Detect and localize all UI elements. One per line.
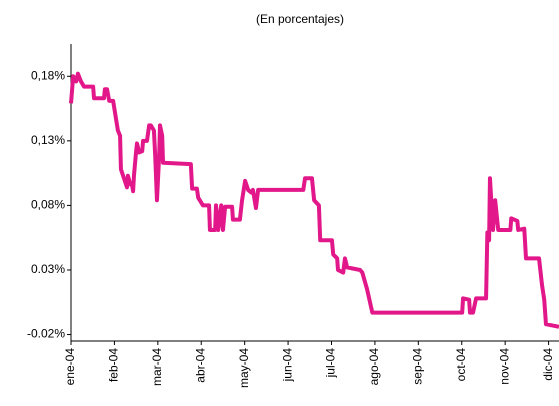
x-tick-label: may-04	[237, 348, 251, 388]
x-tick-label: ago-04	[367, 348, 381, 386]
x-tick-label: mar-04	[150, 348, 164, 386]
x-tick-label: jun-04	[280, 348, 294, 383]
x-tick-label: feb-04	[107, 348, 121, 382]
x-tick-label: oct-04	[454, 348, 468, 382]
x-tick-label: ene-04	[63, 348, 77, 386]
x-tick-label: abr-04	[193, 348, 207, 383]
y-tick-label: 0,18%	[31, 68, 65, 82]
y-tick-label: -0.02%	[27, 327, 65, 341]
x-tick-label: nov-04	[497, 348, 511, 385]
y-tick-label: 0,13%	[31, 133, 65, 147]
x-tick-label: sep-04	[411, 348, 425, 385]
y-tick-label: 0,08%	[31, 198, 65, 212]
series-line	[69, 71, 559, 329]
y-tick-label: 0.03%	[31, 262, 65, 276]
chart-subtitle: (En porcentajes)	[256, 12, 344, 26]
x-tick-label: dic-04	[541, 348, 555, 381]
x-tick-label: jul-04	[324, 348, 338, 379]
